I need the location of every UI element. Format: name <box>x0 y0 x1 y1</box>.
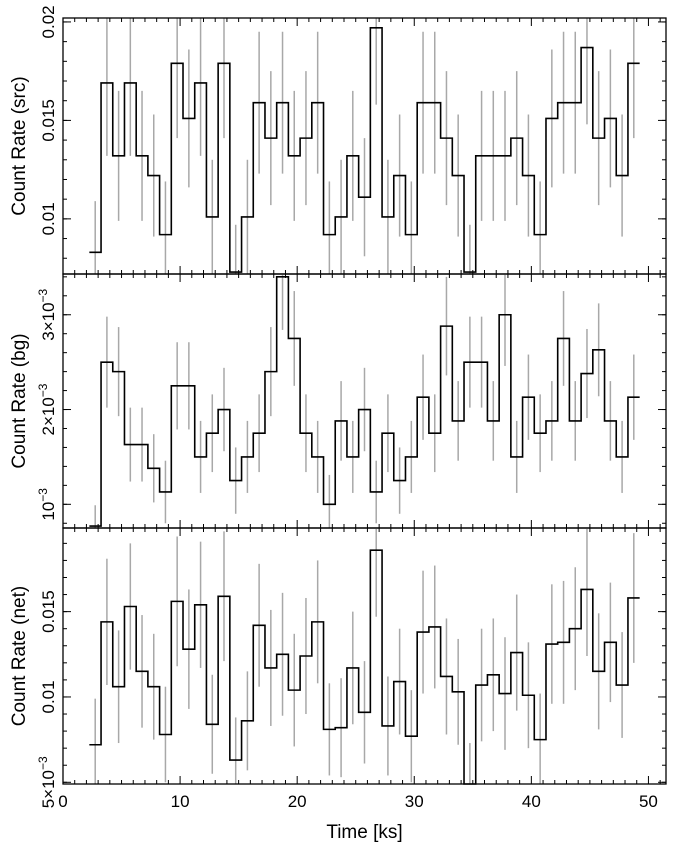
y-axis-label: Count Rate (net) <box>9 586 30 726</box>
x-tick-label: 30 <box>405 792 424 811</box>
plot-frame <box>62 527 667 785</box>
y-tick-label: 2×10−3 <box>36 383 58 435</box>
y-tick-label: 0.01 <box>39 680 58 713</box>
step-series <box>89 276 640 527</box>
step-series <box>89 27 640 273</box>
y-tick-label: 0.02 <box>39 5 58 38</box>
step-series <box>89 549 640 785</box>
y-tick-label: 5×10−3 <box>36 756 58 808</box>
panel-3: 5×10−3 0.01 0.015 Count Rate (net) 0 10 20 30 40… <box>9 527 667 843</box>
y-tick-label: 10−3 <box>36 488 58 521</box>
panel-1: 0.01 0.015 0.02 Count Rate (src) <box>9 5 667 275</box>
panel-2: 10−3 2×10−3 3×10−3 Count Rate (bg) <box>9 273 667 529</box>
x-tick-label: 40 <box>522 792 541 811</box>
y-tick-label: 0.015 <box>39 99 58 142</box>
x-tick-label: 10 <box>171 792 190 811</box>
x-tick-label: 20 <box>288 792 307 811</box>
y-axis-label: Count Rate (src) <box>9 76 30 215</box>
x-tick-label: 50 <box>639 792 658 811</box>
x-tick-label: 0 <box>58 792 67 811</box>
y-axis-label: Count Rate (bg) <box>9 333 30 468</box>
x-axis-label: Time [ks] <box>326 822 402 843</box>
y-tick-label: 0.015 <box>39 590 58 633</box>
y-tick-label: 0.01 <box>39 202 58 235</box>
y-tick-label: 3×10−3 <box>36 288 58 340</box>
